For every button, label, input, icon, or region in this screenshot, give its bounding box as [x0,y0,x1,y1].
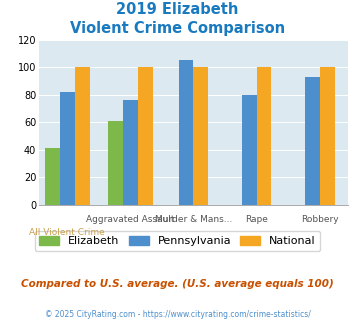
Bar [242,95,257,205]
Text: Rape: Rape [245,214,268,223]
Bar [320,67,334,205]
Text: All Violent Crime: All Violent Crime [29,228,105,237]
Bar [45,148,60,205]
Text: Compared to U.S. average. (U.S. average equals 100): Compared to U.S. average. (U.S. average … [21,279,334,289]
Bar [75,67,89,205]
Text: Murder & Mans...: Murder & Mans... [155,214,232,223]
Text: © 2025 CityRating.com - https://www.cityrating.com/crime-statistics/: © 2025 CityRating.com - https://www.city… [45,310,310,319]
Text: 2019 Elizabeth: 2019 Elizabeth [116,2,239,16]
Bar [123,100,138,205]
Bar [305,77,320,205]
Legend: Elizabeth, Pennsylvania, National: Elizabeth, Pennsylvania, National [35,231,320,251]
Bar [108,121,123,205]
Bar [193,67,208,205]
Bar [60,92,75,205]
Text: Aggravated Assault: Aggravated Assault [86,214,175,223]
Bar [257,67,272,205]
Text: Violent Crime Comparison: Violent Crime Comparison [70,21,285,36]
Bar [138,67,153,205]
Bar [179,60,193,205]
Text: Robbery: Robbery [301,214,339,223]
